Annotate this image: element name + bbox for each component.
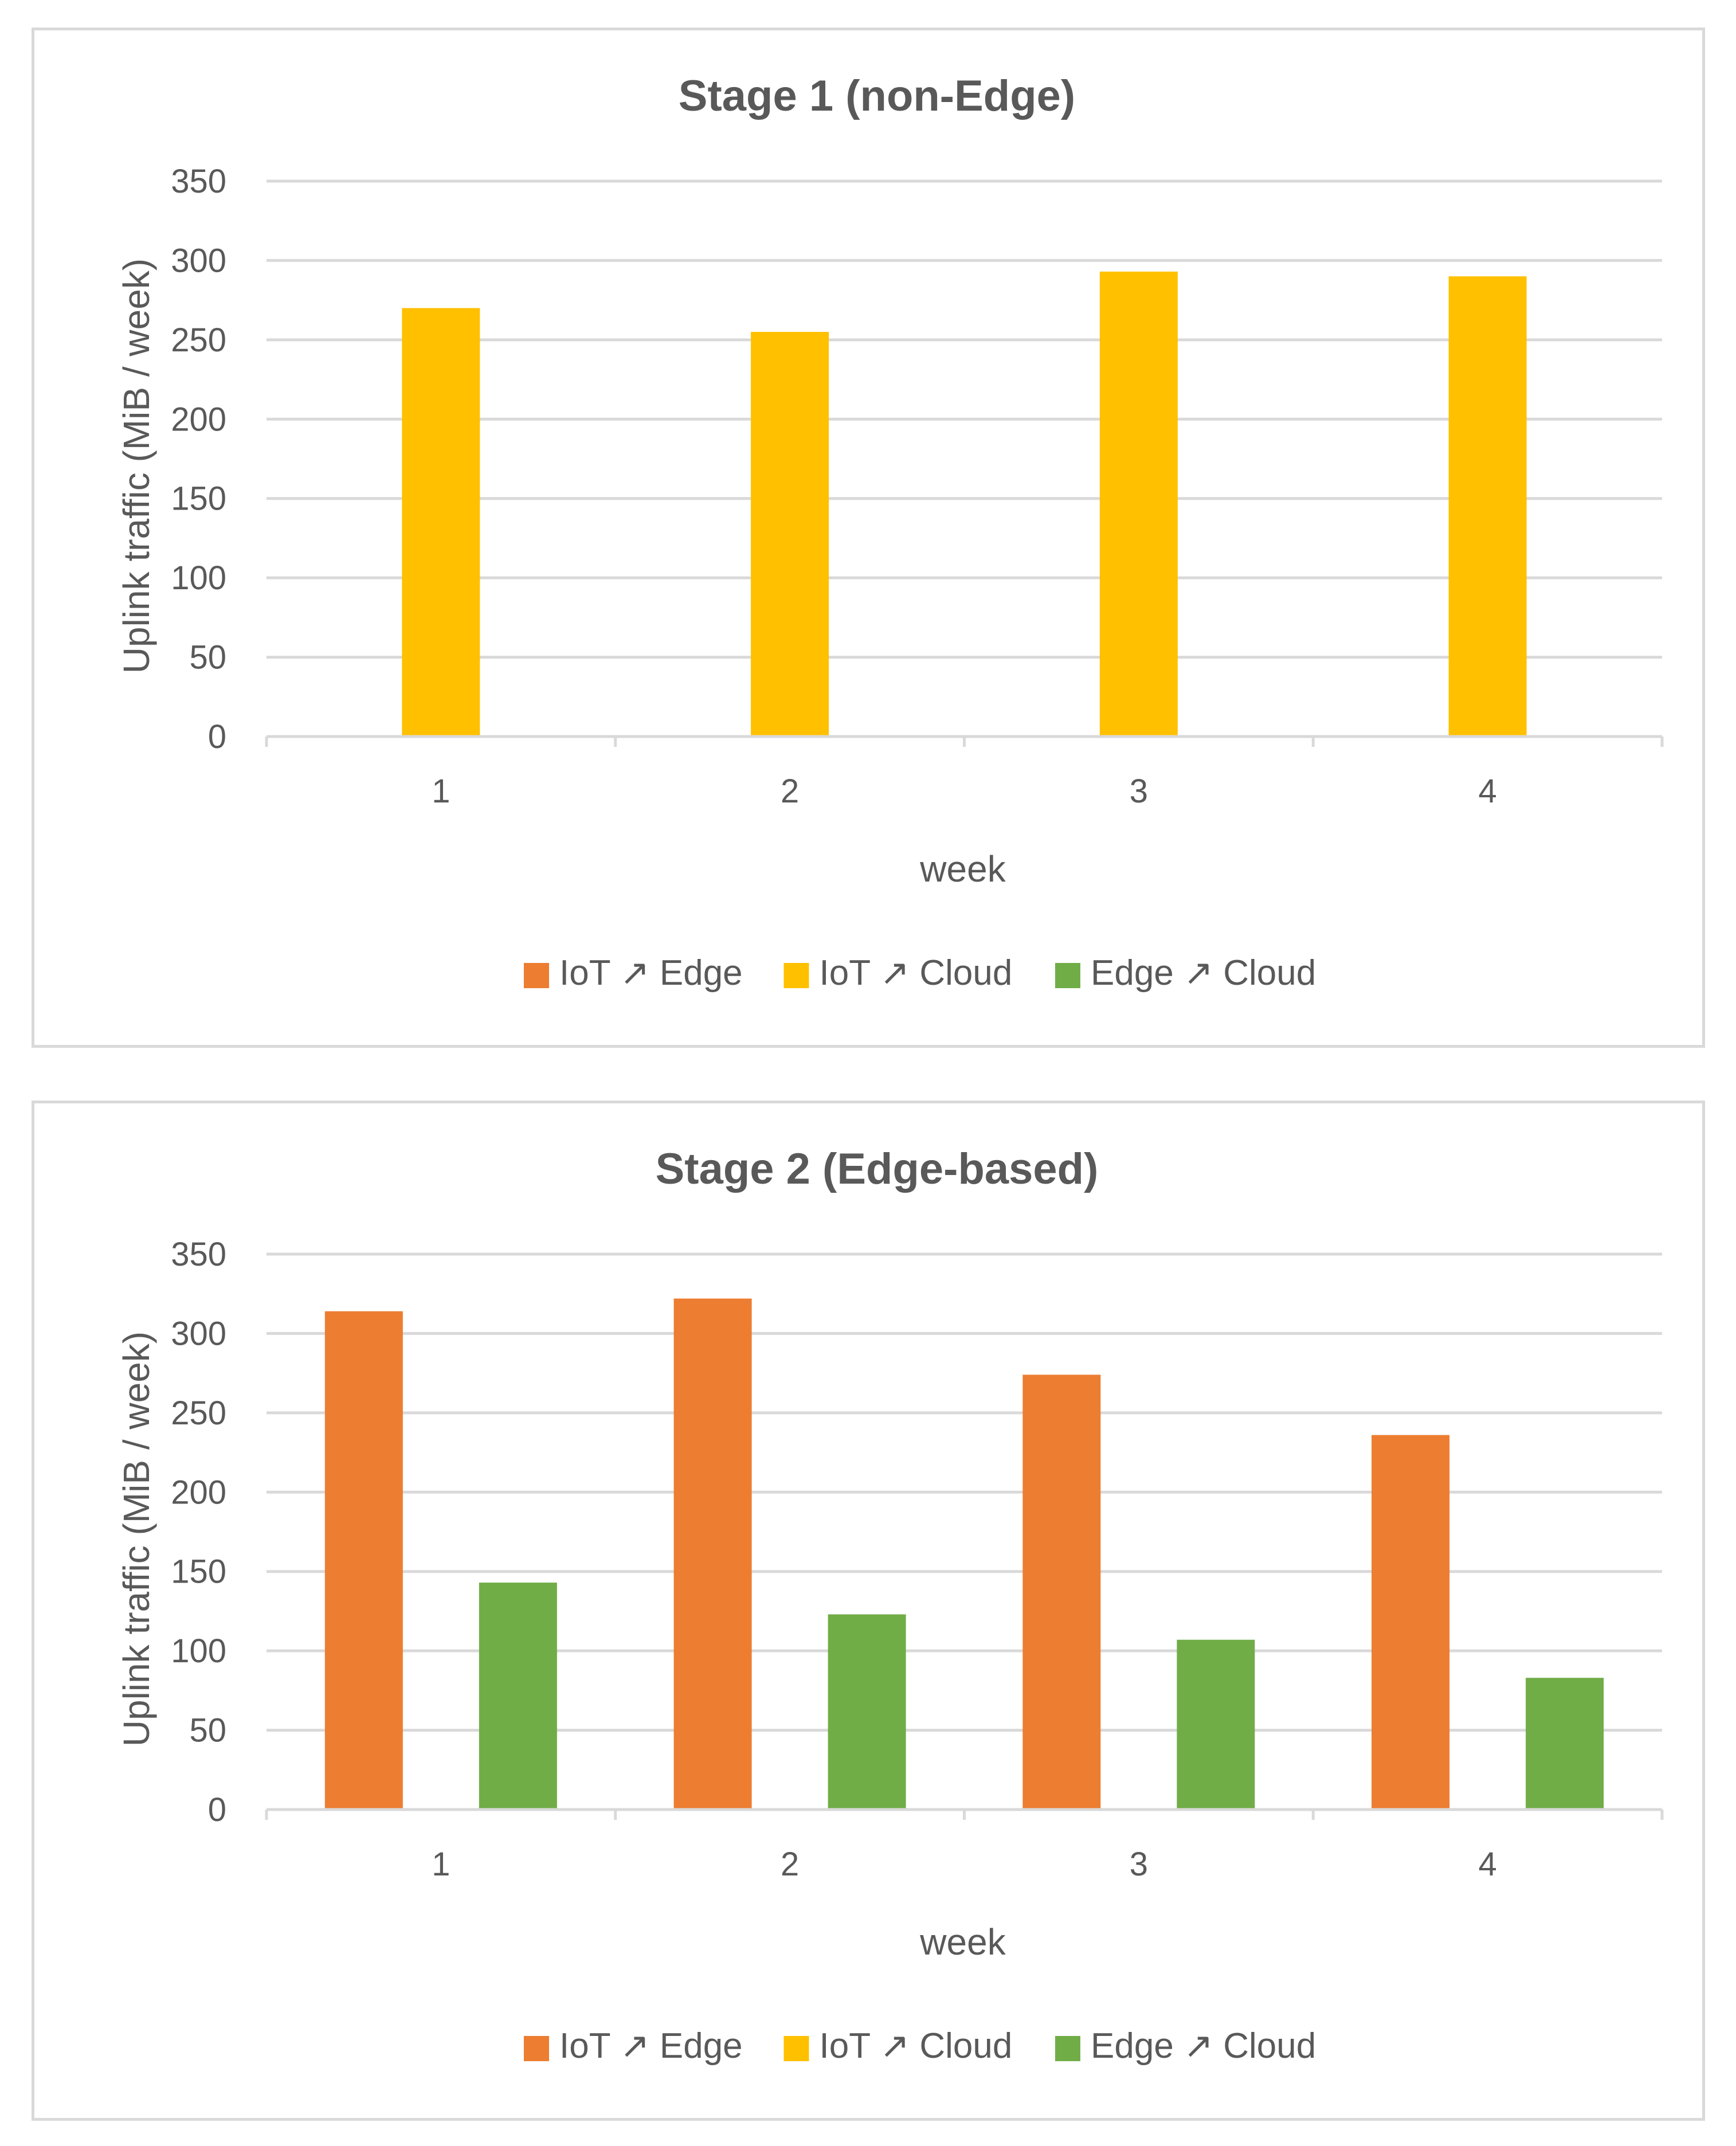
bar-edge-cloud-week-4 — [1526, 1678, 1604, 1810]
legend-swatch — [524, 963, 549, 988]
x-tick-label: 1 — [432, 1846, 450, 1883]
x-tick-label: 3 — [1130, 773, 1148, 810]
y-tick-label: 0 — [208, 718, 226, 755]
bar-edge-cloud-week-2 — [828, 1614, 906, 1810]
chart-title: Stage 2 (Edge-based) — [656, 1145, 1099, 1193]
x-tick-label: 1 — [432, 773, 450, 810]
x-tick-label: 3 — [1130, 1846, 1148, 1883]
y-tick-label: 50 — [189, 1712, 226, 1749]
x-tick-label: 2 — [781, 1846, 799, 1883]
bar-edge-cloud-week-1 — [479, 1583, 557, 1810]
chart-panel-stage-1: Stage 1 (non-Edge) 0 50 100 150 200 250 300 350… — [32, 28, 1705, 1048]
y-tick-label: 350 — [171, 163, 226, 200]
y-tick-label: 100 — [171, 559, 226, 597]
legend-label: IoT ↗ Edge — [559, 953, 743, 993]
chart-panel-stage-2: Stage 2 (Edge-based) 0 50 100 150 200 250 300 3… — [32, 1101, 1705, 2121]
bar-iot-cloud-week-3 — [1099, 271, 1178, 737]
y-tick-label: 200 — [171, 1474, 226, 1511]
bar-edge-cloud-week-3 — [1177, 1639, 1255, 1810]
legend-label: IoT ↗ Cloud — [820, 953, 1013, 993]
bar-iot-cloud-week-2 — [751, 332, 829, 737]
y-tick-label: 350 — [171, 1236, 226, 1273]
bar-iot-edge-week-2 — [673, 1298, 752, 1810]
y-tick-label: 300 — [171, 242, 226, 279]
legend-item-iot-edge: IoT ↗ Edge — [524, 953, 743, 993]
y-tick-label: 250 — [171, 322, 226, 359]
legend-swatch — [783, 2036, 809, 2061]
bar-iot-cloud-week-1 — [402, 308, 480, 737]
legend-item-iot-cloud: IoT ↗ Cloud — [783, 2026, 1013, 2066]
bar-iot-edge-week-3 — [1022, 1374, 1101, 1810]
y-tick-label: 150 — [171, 1553, 226, 1591]
legend: IoT ↗ Edge IoT ↗ Cloud Edge ↗ Cloud — [524, 953, 1316, 993]
legend-swatch — [524, 2036, 549, 2061]
bar-iot-cloud-week-4 — [1448, 276, 1527, 737]
y-tick-label: 200 — [171, 401, 226, 438]
legend-swatch — [1055, 2036, 1080, 2061]
legend-item-edge-cloud: Edge ↗ Cloud — [1055, 2026, 1316, 2066]
y-tick-label: 100 — [171, 1632, 226, 1670]
y-axis-label: Uplink traffic (MiB / week) — [116, 1332, 157, 1746]
bar-iot-edge-week-1 — [324, 1311, 403, 1810]
chart-stage-1: Stage 1 (non-Edge) 0 50 100 150 200 250 300 350… — [116, 72, 1664, 993]
legend-label: IoT ↗ Cloud — [820, 2026, 1013, 2066]
y-tick-label: 150 — [171, 480, 226, 518]
x-axis-label: week — [919, 1921, 1006, 1963]
legend-item-iot-edge: IoT ↗ Edge — [524, 2026, 743, 2066]
x-tick-label: 4 — [1478, 773, 1496, 810]
legend-swatch — [1055, 963, 1080, 988]
legend-item-iot-cloud: IoT ↗ Cloud — [783, 953, 1013, 993]
y-tick-label: 300 — [171, 1315, 226, 1352]
legend: IoT ↗ Edge IoT ↗ Cloud Edge ↗ Cloud — [524, 2026, 1316, 2066]
chart-title: Stage 1 (non-Edge) — [679, 72, 1075, 120]
legend-swatch — [783, 963, 809, 988]
y-tick-label: 0 — [208, 1791, 226, 1828]
x-tick-label: 4 — [1478, 1846, 1496, 1883]
bar-iot-edge-week-4 — [1371, 1435, 1450, 1810]
y-tick-label: 250 — [171, 1395, 226, 1432]
chart-stage-2: Stage 2 (Edge-based) 0 50 100 150 200 250 300 3… — [116, 1145, 1664, 2066]
legend-label: Edge ↗ Cloud — [1091, 953, 1316, 993]
y-axis-label: Uplink traffic (MiB / week) — [116, 259, 157, 673]
legend-label: Edge ↗ Cloud — [1091, 2026, 1316, 2066]
y-tick-label: 50 — [189, 639, 226, 676]
x-axis-label: week — [919, 848, 1006, 890]
x-tick-label: 2 — [781, 773, 799, 810]
legend-item-edge-cloud: Edge ↗ Cloud — [1055, 953, 1316, 993]
legend-label: IoT ↗ Edge — [559, 2026, 743, 2066]
